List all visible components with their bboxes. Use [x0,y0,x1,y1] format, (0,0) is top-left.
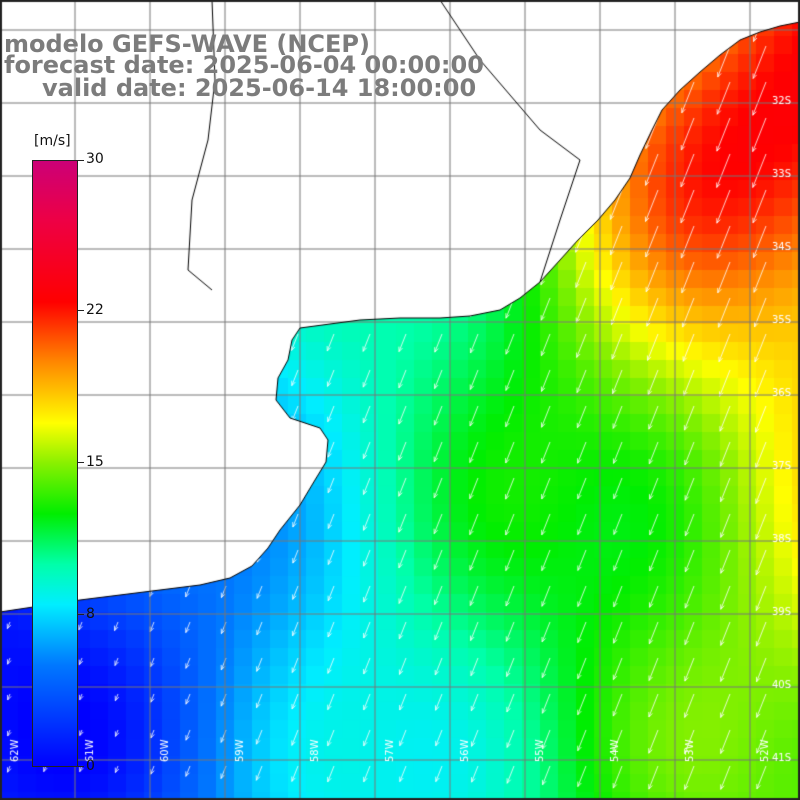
forecast-date: forecast date: 2025-06-04 00:00:00 [4,51,484,79]
colorbar-tick-mark [78,614,84,615]
valid-date: valid date: 2025-06-14 18:00:00 [42,74,477,102]
colorbar-tick-mark [78,310,84,311]
model-title: modelo GEFS-WAVE (NCEP) [4,30,370,58]
colorbar-tick-mark [78,766,84,767]
colorbar-tick-label: 8 [86,606,95,622]
colorbar-tick-label: 22 [86,302,104,318]
colorbar-tick-label: 0 [86,758,95,774]
colorbar-tick-mark [78,462,84,463]
colorbar-unit-label: [m/s] [34,133,71,149]
colorbar-tick-label: 15 [86,454,104,470]
colorbar-tick-label: 30 [86,151,104,167]
colorbar-tick-mark [78,160,84,161]
wind-speed-colorbar [32,160,78,767]
